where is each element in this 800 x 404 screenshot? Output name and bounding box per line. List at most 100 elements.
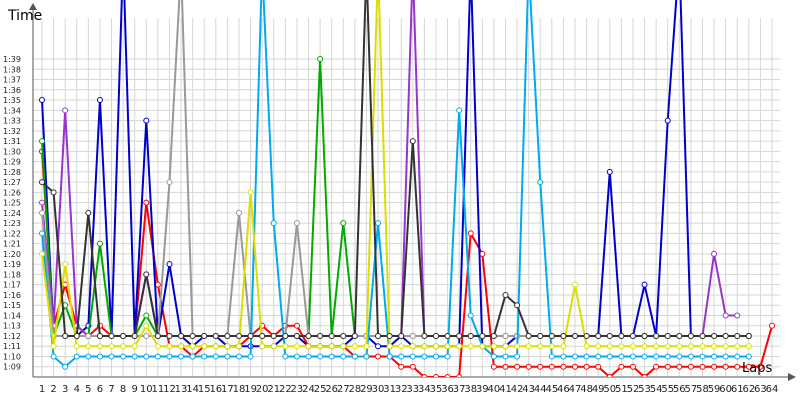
data-point [293, 322, 300, 329]
data-point [39, 230, 45, 237]
y-tick-label: 1:22 [3, 229, 21, 238]
data-point [201, 343, 208, 350]
data-point [96, 343, 103, 350]
x-axis-arrow [788, 373, 796, 381]
data-point [525, 363, 532, 370]
data-point [178, 343, 185, 350]
data-point [653, 353, 660, 360]
series-group [39, 0, 775, 377]
data-point [386, 343, 393, 350]
data-point [375, 343, 382, 350]
data-point [583, 353, 590, 360]
data-point [711, 332, 718, 339]
data-point [143, 199, 150, 206]
data-point [131, 332, 138, 339]
x-tick-label: 12 [163, 384, 176, 395]
x-tick-label: 54 [650, 384, 663, 395]
data-point [73, 353, 80, 360]
data-point [502, 363, 509, 370]
data-point [641, 374, 648, 377]
data-point [722, 353, 729, 360]
x-tick-label: 20 [256, 384, 269, 395]
data-point [456, 374, 463, 377]
data-point [490, 332, 497, 339]
data-point [39, 199, 45, 206]
data-point [421, 332, 428, 339]
data-point [711, 250, 718, 257]
data-point [676, 343, 683, 350]
data-point [467, 312, 474, 319]
data-point [514, 363, 521, 370]
data-point [479, 332, 486, 339]
data-point [224, 332, 231, 339]
data-point [676, 332, 683, 339]
data-point [166, 343, 173, 350]
y-tick-label: 1:32 [3, 127, 21, 136]
data-point [699, 363, 706, 370]
x-tick-label: 6 [97, 384, 103, 395]
data-point [444, 353, 451, 360]
data-point [734, 332, 741, 339]
data-point [166, 332, 173, 339]
x-tick-label: 21 [267, 384, 280, 395]
data-point [189, 343, 196, 350]
x-tick-label: 9 [132, 384, 138, 395]
x-tick-label: 8 [120, 384, 126, 395]
data-point [39, 250, 45, 257]
data-point [676, 363, 683, 370]
data-point [595, 363, 602, 370]
data-point [293, 220, 300, 227]
x-tick-label: 46 [557, 384, 570, 395]
data-point [467, 332, 474, 339]
data-point [143, 322, 150, 329]
data-point [699, 332, 706, 339]
data-point [664, 117, 671, 124]
x-tick-label: 19 [244, 384, 257, 395]
y-tick-label: 1:26 [3, 188, 21, 197]
x-tick-label: 22 [279, 384, 292, 395]
data-point [745, 332, 752, 339]
series-line [41, 0, 749, 348]
data-point [444, 374, 451, 377]
data-point [293, 343, 300, 350]
y-tick-label: 1:14 [3, 311, 21, 320]
data-point [502, 332, 509, 339]
data-point [39, 97, 45, 104]
x-tick-label: 63 [754, 384, 767, 395]
data-point [340, 343, 347, 350]
x-tick-label: 29 [360, 384, 373, 395]
x-tick-label: 58 [696, 384, 709, 395]
data-point [687, 332, 694, 339]
data-point [73, 332, 80, 339]
series-7 [39, 0, 752, 350]
y-tick-label: 1:20 [3, 250, 21, 259]
data-point [166, 179, 173, 186]
x-tick-label: 64 [766, 384, 779, 395]
data-point [328, 332, 335, 339]
x-tick-label: 47 [569, 384, 582, 395]
x-tick-label: 25 [314, 384, 327, 395]
data-point [606, 168, 613, 175]
data-point [39, 179, 45, 186]
y-axis-arrow [29, 3, 37, 10]
data-point [618, 363, 625, 370]
data-point [235, 353, 242, 360]
y-tick-label: 1:34 [3, 106, 21, 115]
data-point [490, 343, 497, 350]
y-tick-label: 1:38 [3, 65, 21, 74]
x-tick-label: 28 [348, 384, 361, 395]
x-tick-label: 48 [580, 384, 593, 395]
data-point [641, 281, 648, 288]
data-point [340, 220, 347, 227]
x-tick-label: 27 [337, 384, 350, 395]
data-point [398, 363, 405, 370]
data-point [178, 353, 185, 360]
y-tick-label: 1:30 [3, 147, 21, 156]
data-point [201, 332, 208, 339]
data-point [398, 353, 405, 360]
data-point [409, 332, 416, 339]
data-point [282, 332, 289, 339]
x-tick-label: 59 [708, 384, 721, 395]
data-point [409, 353, 416, 360]
data-point [85, 332, 92, 339]
